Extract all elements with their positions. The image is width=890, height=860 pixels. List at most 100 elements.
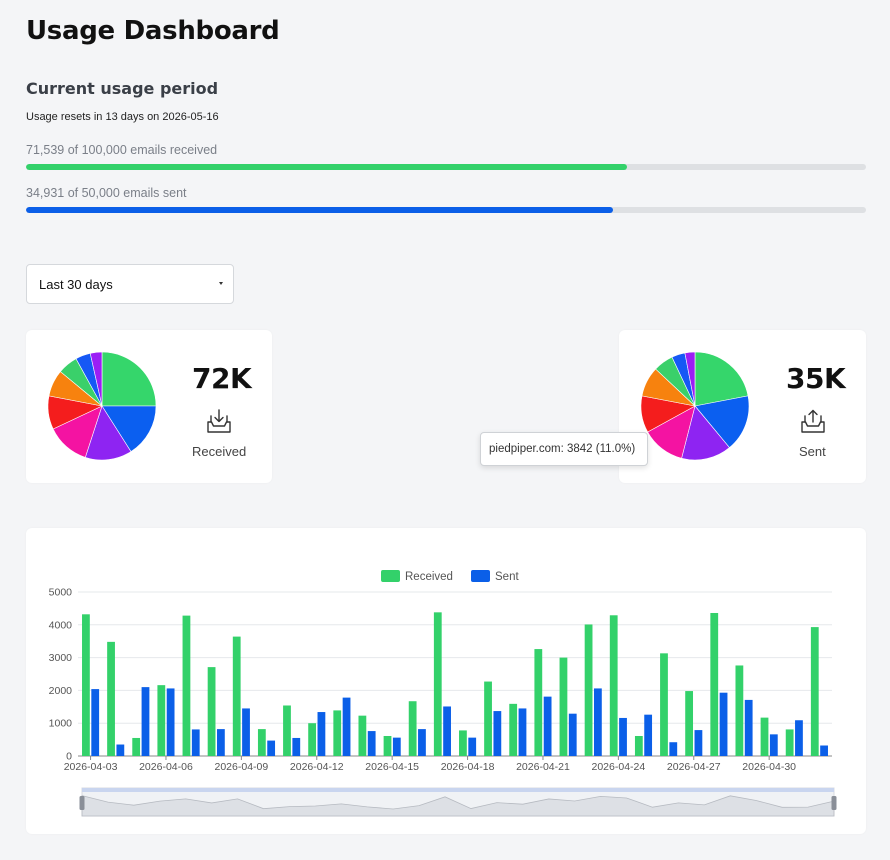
- bar-sent[interactable]: [820, 745, 828, 756]
- legend-swatch-sent[interactable]: [471, 570, 490, 582]
- bar-sent[interactable]: [141, 687, 150, 756]
- bar-sent[interactable]: [543, 696, 552, 756]
- legend-label-received[interactable]: Received: [405, 571, 453, 583]
- y-tick-label: 3000: [49, 652, 73, 664]
- bar-sent[interactable]: [593, 688, 602, 756]
- bar-sent[interactable]: [744, 699, 753, 756]
- bar-sent[interactable]: [619, 717, 627, 756]
- bar-received[interactable]: [232, 636, 241, 756]
- bar-received[interactable]: [433, 612, 442, 756]
- bar-sent[interactable]: [292, 737, 301, 756]
- zoom-handle-left[interactable]: [79, 796, 85, 810]
- sent-pie-chart[interactable]: [635, 346, 755, 466]
- bar-received[interactable]: [685, 691, 694, 756]
- bar-sent[interactable]: [392, 737, 401, 756]
- x-tick-label: 2026-04-21: [516, 761, 570, 773]
- bar-received[interactable]: [358, 715, 367, 756]
- bar-sent[interactable]: [769, 734, 778, 756]
- bar-received[interactable]: [82, 614, 90, 756]
- bar-received[interactable]: [559, 657, 568, 756]
- bar-sent[interactable]: [216, 729, 225, 756]
- bar-received[interactable]: [383, 735, 392, 756]
- bar-received[interactable]: [534, 649, 543, 756]
- received-progress-bar: [26, 164, 866, 170]
- caret-down-icon: [219, 282, 223, 285]
- x-tick-label: 2026-04-27: [667, 761, 721, 773]
- bar-sent[interactable]: [468, 737, 477, 756]
- usage-period-title: Current usage period: [26, 79, 219, 98]
- date-range-selected: Last 30 days: [39, 277, 113, 292]
- bar-sent[interactable]: [669, 742, 678, 756]
- zoom-handle-right[interactable]: [831, 796, 837, 810]
- sent-pie-slice-0[interactable]: [694, 351, 749, 407]
- bar-received[interactable]: [257, 729, 266, 756]
- bar-sent[interactable]: [518, 708, 527, 756]
- bar-sent[interactable]: [493, 711, 502, 756]
- bar-sent[interactable]: [342, 697, 351, 756]
- bar-sent[interactable]: [568, 713, 577, 756]
- bar-received[interactable]: [509, 703, 518, 756]
- page-title: Usage Dashboard: [26, 16, 280, 46]
- x-tick-label: 2026-04-09: [215, 761, 269, 773]
- inbox-upload-icon: [801, 409, 825, 433]
- bar-received[interactable]: [459, 730, 467, 756]
- date-range-select[interactable]: Last 30 days: [26, 264, 234, 304]
- bar-received[interactable]: [283, 705, 291, 756]
- bar-received[interactable]: [710, 612, 719, 756]
- bar-sent[interactable]: [191, 729, 200, 756]
- bar-sent[interactable]: [91, 689, 100, 756]
- received-usage-label: 71,539 of 100,000 emails received: [26, 143, 218, 157]
- bar-sent[interactable]: [116, 744, 125, 756]
- received-card-label: Received: [192, 444, 247, 459]
- bar-sent[interactable]: [242, 708, 250, 756]
- received-pie-chart[interactable]: [42, 346, 162, 466]
- sent-pie-slice-8[interactable]: [684, 351, 696, 407]
- bar-received[interactable]: [785, 729, 794, 756]
- y-tick-label: 5000: [49, 587, 73, 599]
- received-pie-slice-1[interactable]: [101, 405, 157, 453]
- received-count: 72K: [192, 362, 252, 395]
- bar-sent[interactable]: [644, 714, 653, 756]
- bar-received[interactable]: [333, 710, 342, 756]
- zoom-slider-preview: [81, 795, 835, 817]
- zoom-slider-selection[interactable]: [82, 788, 834, 792]
- bar-received[interactable]: [660, 653, 668, 756]
- bar-sent[interactable]: [443, 706, 451, 756]
- pie-tooltip: piedpiper.com: 3842 (11.0%): [480, 432, 648, 466]
- bar-sent[interactable]: [367, 731, 376, 756]
- bar-sent[interactable]: [418, 729, 426, 756]
- bar-received[interactable]: [584, 624, 593, 756]
- bar-sent[interactable]: [317, 712, 326, 756]
- bar-received[interactable]: [308, 723, 317, 756]
- bar-received[interactable]: [408, 701, 417, 756]
- bar-sent[interactable]: [267, 740, 276, 756]
- legend-label-sent[interactable]: Sent: [495, 571, 519, 583]
- bar-received[interactable]: [157, 685, 166, 756]
- sent-progress-fill: [26, 207, 613, 213]
- bar-sent[interactable]: [166, 688, 175, 756]
- received-pie-slice-8[interactable]: [89, 351, 103, 407]
- legend-swatch-received[interactable]: [381, 570, 400, 582]
- bar-sent[interactable]: [719, 692, 728, 756]
- bar-received[interactable]: [207, 667, 216, 756]
- y-tick-label: 2000: [49, 685, 73, 697]
- sent-pie-slice-2[interactable]: [681, 405, 730, 461]
- sent-progress-bar: [26, 207, 866, 213]
- received-pie-slice-0[interactable]: [101, 351, 157, 407]
- y-tick-label: 1000: [49, 718, 73, 730]
- bar-received[interactable]: [735, 665, 744, 756]
- bar-received[interactable]: [810, 627, 819, 756]
- bar-received[interactable]: [634, 735, 643, 756]
- bar-sent[interactable]: [795, 720, 803, 756]
- bar-received[interactable]: [182, 615, 191, 756]
- bar-received[interactable]: [760, 717, 769, 756]
- bar-received[interactable]: [132, 737, 141, 756]
- bar-received[interactable]: [107, 641, 115, 756]
- x-tick-label: 2026-04-15: [365, 761, 419, 773]
- y-tick-label: 0: [66, 751, 72, 763]
- bar-received[interactable]: [609, 615, 618, 756]
- x-tick-label: 2026-04-24: [592, 761, 646, 773]
- bar-received[interactable]: [484, 681, 492, 756]
- sent-pie-slice-1[interactable]: [694, 395, 750, 449]
- bar-sent[interactable]: [694, 730, 703, 756]
